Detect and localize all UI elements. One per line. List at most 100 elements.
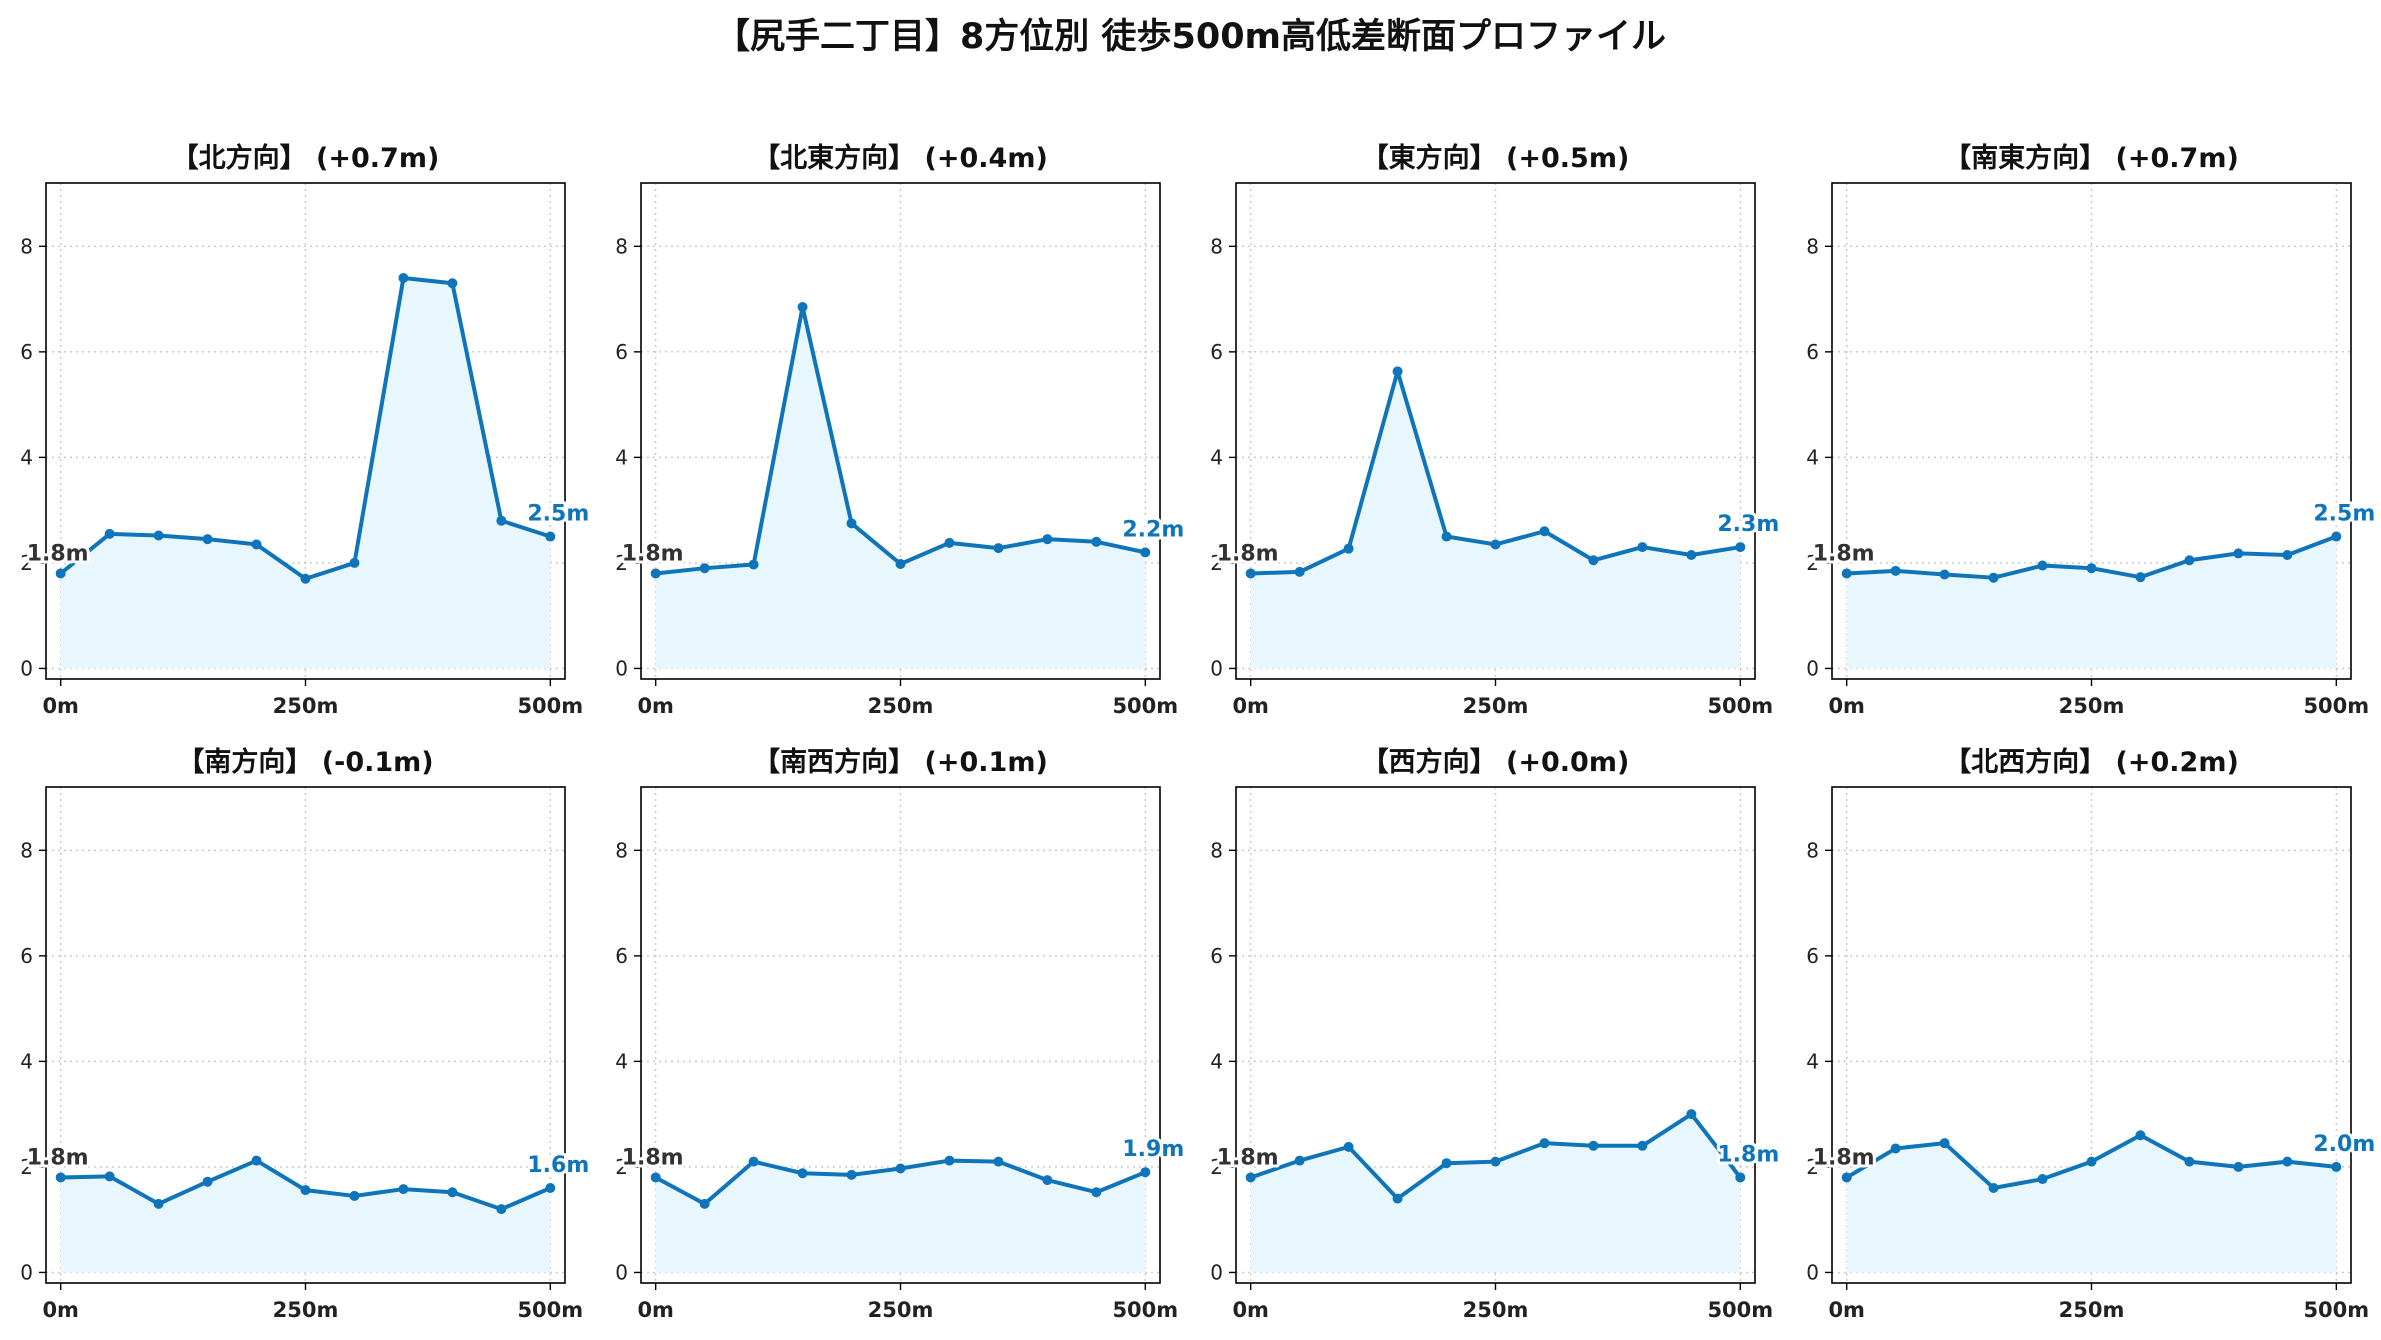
data-point	[2184, 555, 2195, 566]
y-tick-label: 6	[1806, 944, 1819, 968]
start-elevation-label: 1.8m	[27, 1145, 89, 1170]
y-tick-label: 0	[615, 1260, 628, 1284]
data-point	[2282, 550, 2293, 560]
end-elevation-label: 1.6m	[527, 1153, 589, 1178]
y-tick-label: 8	[20, 838, 33, 862]
elevation-area	[655, 1160, 1146, 1273]
y-tick-label: 8	[20, 234, 33, 258]
data-point	[1539, 526, 1550, 537]
data-point	[1140, 547, 1151, 558]
data-point	[447, 278, 458, 289]
data-point	[300, 1185, 311, 1196]
chart-panel: 【北西方向】 (+0.2m) 0 2 4 6 8 0m 250m 500m 1.8m 2.0m	[1806, 746, 2378, 1322]
data-point	[1294, 1155, 1305, 1166]
y-tick-label: 8	[1210, 234, 1223, 258]
data-point	[1490, 539, 1501, 550]
start-elevation-label: 1.8m	[1813, 541, 1875, 566]
data-point	[349, 557, 360, 568]
elevation-area	[1250, 1114, 1741, 1273]
chart-title: 【西方向】 (+0.0m)	[1362, 746, 1630, 778]
data-point	[2233, 1161, 2244, 1172]
x-tick-label: 0m	[637, 694, 674, 718]
y-tick-label: 2	[20, 551, 33, 575]
data-point	[1294, 566, 1305, 577]
end-elevation-label: 2.0m	[2313, 1132, 2375, 1157]
y-tick-label: 4	[1806, 1049, 1819, 1073]
y-tick-label: 8	[1210, 838, 1223, 862]
data-point	[993, 1156, 1004, 1167]
data-point	[1939, 569, 1950, 580]
data-point	[1686, 550, 1697, 560]
data-point	[2135, 1130, 2146, 1141]
x-tick-label: 250m	[2059, 1298, 2125, 1322]
data-point	[650, 568, 661, 579]
x-tick-label: 250m	[273, 1298, 339, 1322]
x-tick-label: 500m	[2303, 1298, 2369, 1322]
y-tick-label: 0	[1210, 1260, 1223, 1284]
start-elevation-label: 1.8m	[622, 1145, 684, 1170]
x-tick-label: 250m	[868, 1298, 934, 1322]
data-point	[300, 573, 311, 584]
y-tick-label: 4	[615, 445, 628, 469]
chart-panel: 【北東方向】 (+0.4m) 0 2 4 6 8 0m 250m 500m 1.8m 2.2m	[615, 142, 1187, 718]
data-point	[895, 558, 906, 569]
chart-panel: 【南西方向】 (+0.1m) 0 2 4 6 8 0m 250m 500m 1.8m 1.9m	[615, 746, 1187, 1322]
data-point	[545, 531, 556, 542]
data-point	[1988, 1183, 1999, 1194]
data-point	[1392, 1193, 1403, 1204]
chart-title: 【南西方向】 (+0.1m)	[753, 746, 1048, 778]
y-tick-label: 0	[1806, 656, 1819, 680]
data-point	[1042, 1175, 1053, 1186]
x-tick-label: 250m	[273, 694, 339, 718]
y-tick-label: 2	[615, 1155, 628, 1179]
y-tick-label: 8	[1806, 838, 1819, 862]
data-point	[496, 1204, 507, 1215]
data-point	[398, 1184, 409, 1195]
chart-title: 【北東方向】 (+0.4m)	[753, 142, 1048, 174]
data-point	[55, 568, 66, 579]
data-point	[1539, 1138, 1550, 1149]
data-point	[1343, 1141, 1354, 1152]
data-point	[1841, 1172, 1852, 1183]
end-elevation-label: 1.9m	[1122, 1137, 1184, 1162]
elevation-area	[655, 307, 1146, 669]
x-tick-label: 500m	[517, 694, 583, 718]
data-point	[797, 302, 808, 312]
data-point	[1140, 1167, 1151, 1178]
x-tick-label: 250m	[868, 694, 934, 718]
elevation-area	[60, 1160, 551, 1273]
data-point	[993, 543, 1004, 554]
y-tick-label: 2	[1210, 1155, 1223, 1179]
data-point	[2282, 1156, 2293, 1167]
y-tick-label: 4	[1210, 1049, 1223, 1073]
x-tick-label: 500m	[517, 1298, 583, 1322]
data-point	[251, 539, 262, 550]
chart-title: 【南方向】 (-0.1m)	[177, 746, 433, 778]
data-point	[2086, 563, 2097, 574]
chart-panel: 【西方向】 (+0.0m) 0 2 4 6 8 0m 250m 500m 1.8m 1.8m	[1210, 746, 1782, 1322]
data-point	[1441, 1158, 1452, 1169]
y-tick-label: 0	[615, 656, 628, 680]
chart-panel: 【南東方向】 (+0.7m) 0 2 4 6 8 0m 250m 500m 1.8m 2.5m	[1806, 142, 2378, 718]
y-tick-label: 6	[20, 340, 33, 364]
y-tick-label: 2	[615, 551, 628, 575]
x-tick-label: 0m	[42, 694, 79, 718]
x-tick-label: 250m	[2059, 694, 2125, 718]
data-point	[398, 272, 409, 283]
data-point	[202, 534, 213, 545]
x-tick-label: 500m	[1112, 694, 1178, 718]
data-point	[2233, 548, 2244, 559]
data-point	[1939, 1138, 1950, 1149]
data-point	[55, 1172, 66, 1183]
data-point	[1392, 366, 1403, 377]
y-tick-label: 2	[20, 1155, 33, 1179]
x-tick-label: 250m	[1463, 694, 1529, 718]
data-point	[2135, 572, 2146, 583]
y-tick-label: 6	[1806, 340, 1819, 364]
x-tick-label: 0m	[42, 1298, 79, 1322]
x-tick-label: 0m	[1828, 1298, 1865, 1322]
data-point	[1245, 1172, 1256, 1183]
data-point	[699, 1198, 710, 1209]
chart-title: 【東方向】 (+0.5m)	[1362, 142, 1630, 174]
data-point	[650, 1172, 661, 1183]
